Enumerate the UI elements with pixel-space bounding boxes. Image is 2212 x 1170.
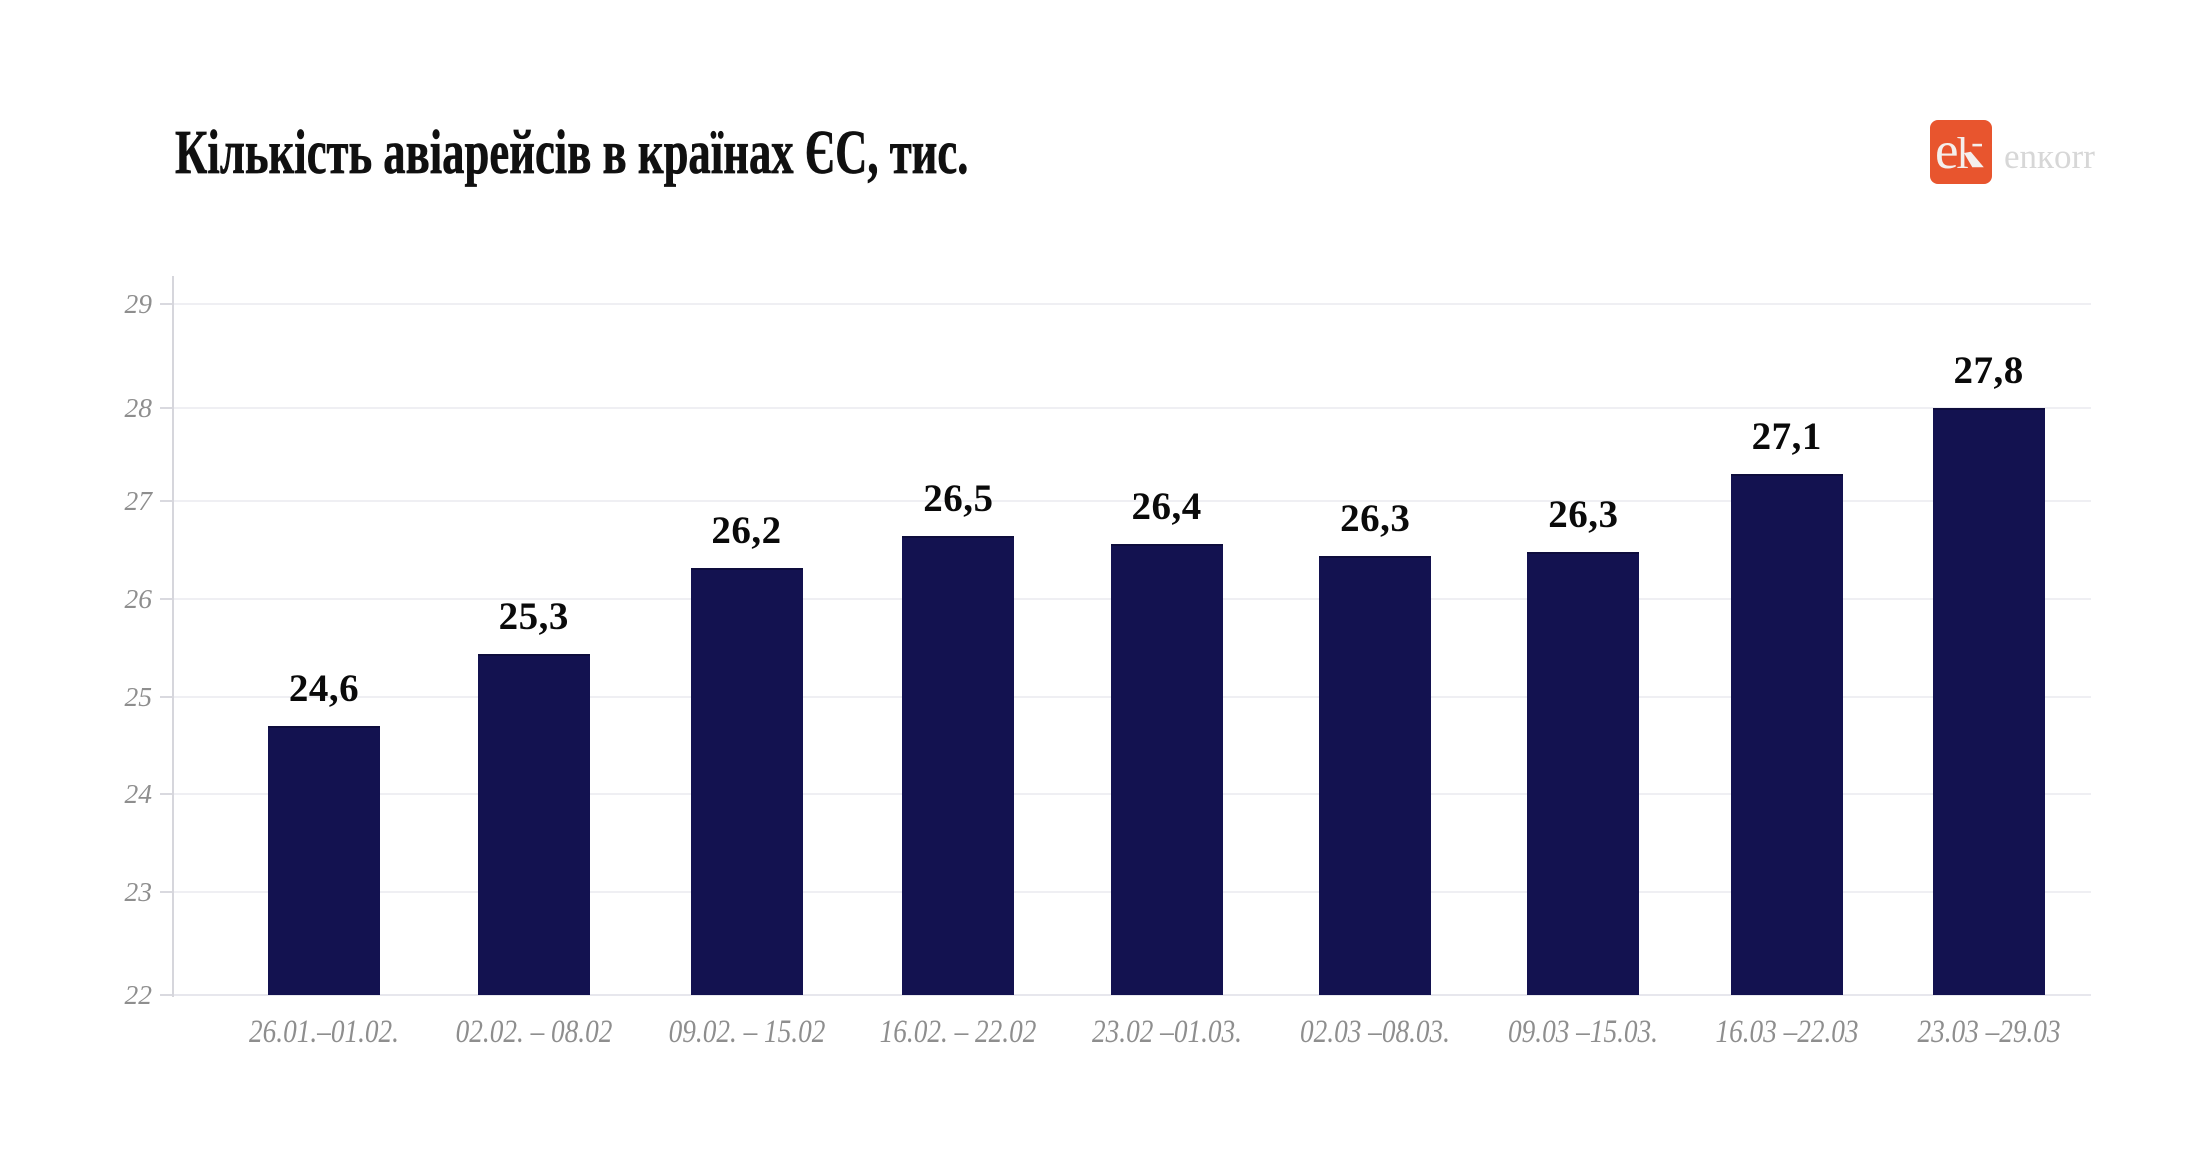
- svg-text:l: l: [1957, 129, 1969, 178]
- svg-text:e: e: [1935, 122, 1959, 180]
